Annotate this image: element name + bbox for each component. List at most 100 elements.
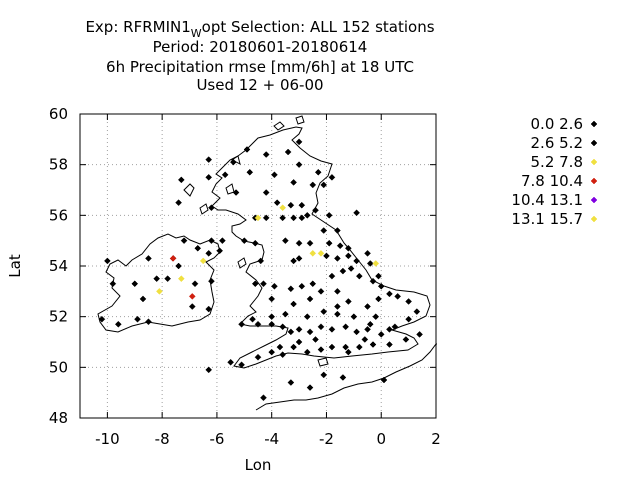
station-point [98, 315, 106, 323]
station-point [372, 260, 380, 267]
station-point [139, 295, 147, 303]
exp-suffix: opt Selection: ALL 152 stations [201, 18, 435, 36]
station-point [279, 323, 286, 331]
station-point [386, 341, 393, 348]
y-tick-label: 58 [49, 156, 68, 174]
station-point [145, 255, 152, 262]
y-tick-label: 60 [49, 105, 68, 123]
station-point [251, 280, 259, 288]
station-point [287, 379, 295, 386]
station-point [345, 244, 352, 252]
station-point [402, 336, 410, 343]
station-point [208, 277, 215, 285]
station-point [342, 343, 349, 351]
chart-title-line-1: Exp: RFRMIN1Wopt Selection: ALL 152 stat… [0, 17, 520, 40]
chart-used: Used 12 + 06-00 [196, 76, 324, 94]
coastline-map [97, 115, 437, 411]
y-tick-label: 56 [49, 206, 68, 224]
legend-label: 0.0 2.6 [531, 115, 583, 133]
station-point [312, 336, 319, 343]
station-point [216, 247, 224, 255]
station-point [273, 199, 281, 207]
station-point [364, 303, 371, 310]
station-point [268, 320, 276, 328]
station-point [295, 325, 303, 333]
station-point [208, 204, 215, 212]
station-point [369, 277, 377, 285]
station-point [339, 374, 347, 381]
legend-label: 10.4 13.1 [511, 191, 583, 209]
station-point [306, 239, 314, 247]
station-point [205, 156, 213, 163]
station-point [287, 328, 295, 336]
station-markers [98, 138, 423, 402]
station-point [287, 201, 295, 209]
station-point [257, 257, 265, 265]
station-point [298, 214, 306, 222]
station-point [227, 358, 234, 366]
station-point [156, 287, 163, 295]
station-point [262, 151, 270, 158]
station-point [290, 257, 297, 265]
station-point [262, 214, 270, 222]
station-point [303, 348, 311, 356]
station-point [369, 341, 377, 348]
station-point [320, 371, 328, 379]
station-point [232, 189, 240, 196]
chart-variable: 6h Precipitation rmse [mm/6h] at 18 UTC [106, 58, 414, 76]
station-point [345, 348, 352, 356]
station-point [134, 315, 141, 323]
legend-label: 5.2 7.8 [531, 153, 583, 171]
station-point [328, 325, 336, 333]
station-point [366, 260, 374, 267]
station-point [309, 181, 317, 189]
station-point [191, 280, 199, 288]
station-point [145, 318, 152, 326]
legend-marker [590, 177, 598, 185]
station-point [320, 227, 328, 234]
legend-label: 2.6 5.2 [531, 134, 583, 152]
station-point [303, 211, 311, 219]
station-point [295, 255, 303, 262]
y-tick-label: 48 [49, 409, 68, 427]
station-point [306, 295, 314, 303]
station-point [317, 323, 325, 331]
x-tick-label: -4 [264, 430, 279, 448]
station-point [254, 353, 262, 361]
station-point [380, 376, 388, 384]
station-point [377, 331, 385, 338]
station-point [353, 209, 360, 217]
y-axis-label: Lat [6, 254, 24, 278]
station-point [240, 237, 248, 245]
station-point [309, 249, 317, 257]
y-tick-label: 54 [49, 257, 68, 275]
station-point [169, 255, 177, 262]
station-point [208, 237, 215, 245]
station-point [246, 168, 254, 176]
station-point [334, 303, 341, 310]
station-point [276, 343, 284, 351]
station-point [177, 176, 185, 184]
station-point [262, 189, 270, 196]
station-point [251, 239, 259, 247]
legend-marker [590, 158, 598, 166]
y-tick-label: 52 [49, 308, 68, 326]
station-point [279, 351, 286, 359]
station-point [405, 298, 412, 305]
station-point [205, 305, 213, 313]
station-point [320, 308, 328, 315]
station-point [336, 242, 344, 250]
station-point [290, 214, 297, 222]
station-point [345, 252, 352, 260]
station-point [350, 313, 358, 321]
station-point [260, 394, 267, 402]
chart-period: Period: 20180601-20180614 [152, 38, 368, 56]
station-point [243, 146, 251, 153]
station-point [284, 148, 292, 156]
station-point [320, 181, 328, 189]
station-point [334, 287, 341, 295]
station-point [353, 257, 360, 265]
x-axis-label: Lon [245, 456, 272, 474]
station-point [325, 239, 333, 247]
x-tick-label: 0 [376, 430, 386, 448]
